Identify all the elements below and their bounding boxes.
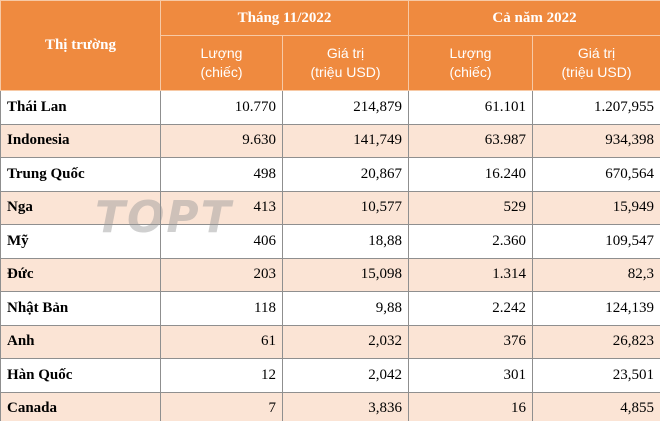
value-cell: 26,823 bbox=[531, 324, 660, 359]
value-cell: 15,098 bbox=[282, 257, 409, 292]
market-cell: Mỹ bbox=[0, 224, 161, 259]
value-cell: 12 bbox=[160, 358, 283, 393]
value-cell: 118 bbox=[160, 291, 283, 326]
value-cell: 529 bbox=[408, 190, 533, 225]
value-cell: 2,042 bbox=[282, 358, 409, 393]
value-cell: 203 bbox=[160, 257, 283, 292]
value-cell: 301 bbox=[408, 358, 533, 393]
value-cell: 82,3 bbox=[531, 257, 660, 292]
table-row: Canada 7 3,836 16 4,855 bbox=[0, 391, 660, 421]
value-cell: 16 bbox=[408, 391, 533, 421]
value-cell: 9.630 bbox=[160, 123, 283, 158]
value-cell: 7 bbox=[160, 391, 283, 421]
value-cell: 109,547 bbox=[531, 224, 660, 259]
value-cell: 9,88 bbox=[282, 291, 409, 326]
value-cell: 3,836 bbox=[282, 391, 409, 421]
value-cell: 20,867 bbox=[282, 157, 409, 192]
value-cell: 141,749 bbox=[282, 123, 409, 158]
table-row: Đức 203 15,098 1.314 82,3 bbox=[0, 257, 660, 292]
sub-header: Giá trị (triệu USD) bbox=[282, 35, 409, 91]
market-cell: Indonesia bbox=[0, 123, 161, 158]
table-row: Nhật Bản 118 9,88 2.242 124,139 bbox=[0, 291, 660, 326]
sub-header: Lượng (chiếc) bbox=[160, 35, 283, 91]
table-row: Thái Lan 10.770 214,879 61.101 1.207,955 bbox=[0, 90, 660, 125]
table-row: Nga 413 10,577 529 15,949 bbox=[0, 190, 660, 225]
value-cell: 670,564 bbox=[531, 157, 660, 192]
value-cell: 2,032 bbox=[282, 324, 409, 359]
value-cell: 376 bbox=[408, 324, 533, 359]
table-row: Anh 61 2,032 376 26,823 bbox=[0, 324, 660, 359]
market-header: Thị trường bbox=[0, 0, 161, 91]
value-cell: 16.240 bbox=[408, 157, 533, 192]
value-cell: 1.314 bbox=[408, 257, 533, 292]
value-cell: 1.207,955 bbox=[531, 90, 660, 125]
sub-header: Lượng (chiếc) bbox=[408, 35, 533, 91]
value-cell: 15,949 bbox=[531, 190, 660, 225]
value-cell: 413 bbox=[160, 190, 283, 225]
value-cell: 214,879 bbox=[282, 90, 409, 125]
value-cell: 498 bbox=[160, 157, 283, 192]
value-cell: 406 bbox=[160, 224, 283, 259]
table-row: Trung Quốc 498 20,867 16.240 670,564 bbox=[0, 157, 660, 192]
sub-header: Giá trị (triệu USD) bbox=[531, 35, 660, 91]
value-cell: 934,398 bbox=[531, 123, 660, 158]
table-row: Hàn Quốc 12 2,042 301 23,501 bbox=[0, 358, 660, 393]
market-cell: Nga bbox=[0, 190, 161, 225]
market-cell: Nhật Bản bbox=[0, 291, 161, 326]
value-cell: 61 bbox=[160, 324, 283, 359]
market-cell: Hàn Quốc bbox=[0, 358, 161, 393]
value-cell: 4,855 bbox=[531, 391, 660, 421]
value-cell: 10.770 bbox=[160, 90, 283, 125]
market-cell: Anh bbox=[0, 324, 161, 359]
period-header: Tháng 11/2022 bbox=[160, 0, 409, 36]
value-cell: 23,501 bbox=[531, 358, 660, 393]
value-cell: 2.360 bbox=[408, 224, 533, 259]
table-row: Mỹ 406 18,88 2.360 109,547 bbox=[0, 224, 660, 259]
market-cell: Trung Quốc bbox=[0, 157, 161, 192]
value-cell: 2.242 bbox=[408, 291, 533, 326]
table-row: Indonesia 9.630 141,749 63.987 934,398 bbox=[0, 123, 660, 158]
market-cell: Canada bbox=[0, 391, 161, 421]
period-header: Cả năm 2022 bbox=[407, 0, 660, 36]
value-cell: 18,88 bbox=[282, 224, 409, 259]
market-cell: Thái Lan bbox=[0, 90, 161, 125]
value-cell: 10,577 bbox=[282, 190, 409, 225]
value-cell: 124,139 bbox=[531, 291, 660, 326]
value-cell: 61.101 bbox=[408, 90, 533, 125]
value-cell: 63.987 bbox=[408, 123, 533, 158]
market-cell: Đức bbox=[0, 257, 161, 292]
